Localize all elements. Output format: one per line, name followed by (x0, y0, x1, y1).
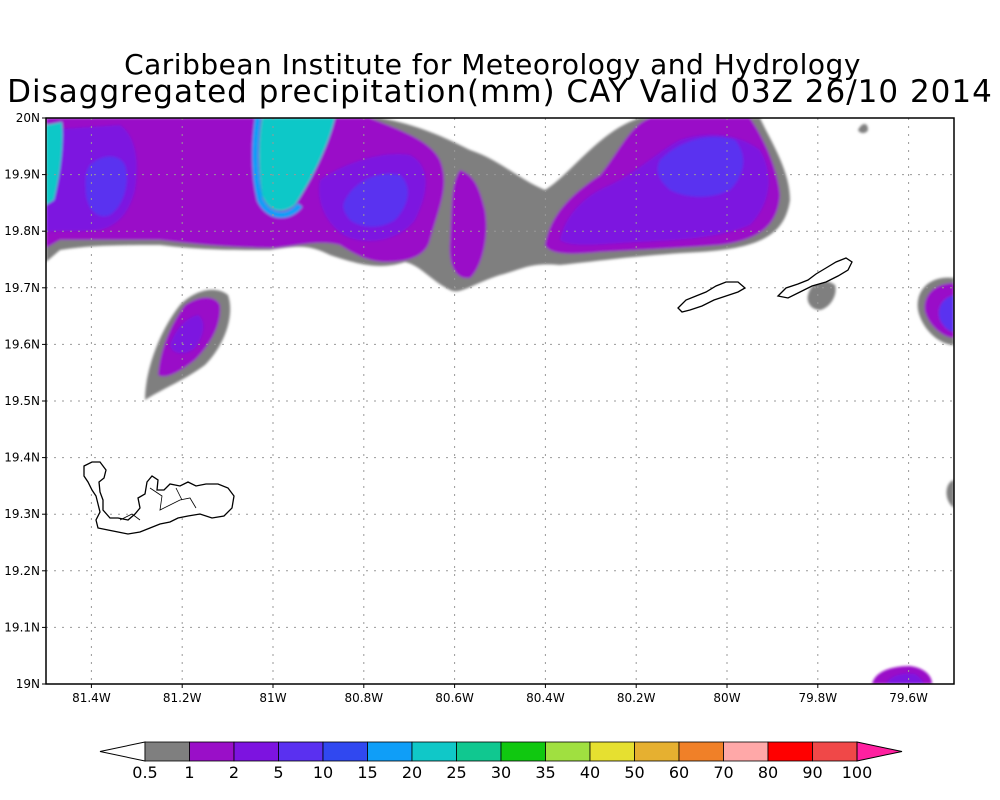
precip-blue-blob (85, 156, 127, 217)
lon-label: 79.8W (799, 691, 838, 705)
colorbar-label: 5 (273, 763, 283, 782)
title-line-2: Disaggregated precipitation(mm) CAY Vali… (7, 74, 993, 110)
lat-label: 20N (16, 111, 40, 125)
precip-gray-blob (858, 124, 868, 133)
precip-blue-blob (657, 136, 744, 197)
grand-cayman-inner-outline (119, 487, 197, 521)
colorbar-label: 25 (446, 763, 466, 782)
lon-label: 80.6W (435, 691, 474, 705)
lat-label: 19.6N (4, 337, 40, 351)
lat-label: 19.9N (4, 168, 40, 182)
precip-cyan-core (46, 122, 63, 205)
title-line-1: Caribbean Institute for Meteorology and … (124, 48, 861, 81)
lat-label: 19.1N (4, 620, 40, 634)
colorbar-swatch (812, 741, 858, 762)
lat-label: 19.3N (4, 507, 40, 521)
lon-label: 81.4W (72, 691, 111, 705)
lat-label: 19N (16, 677, 40, 691)
lon-label: 81W (259, 691, 286, 705)
precip-gray-blob (807, 281, 836, 310)
colorbar-swatch (678, 741, 724, 762)
precip-sky-ring (252, 118, 303, 218)
colorbar-label: 10 (313, 763, 333, 782)
colorbar-label: 100 (842, 763, 873, 782)
lat-label: 19.8N (4, 224, 40, 238)
longitude-labels: 81.4W 81.2W 81W 80.8W 80.6W 80.4W 80.2W 80W 79.8… (72, 684, 928, 705)
colorbar-label: 40 (580, 763, 600, 782)
lon-label: 80.4W (526, 691, 565, 705)
colorbar-swatch (322, 741, 368, 762)
colorbar-label: 50 (624, 763, 644, 782)
colorbar-low-arrow (99, 741, 146, 762)
colorbar-swatch (456, 741, 502, 762)
lon-label: 79.6W (889, 691, 928, 705)
colorbar-label: 80 (758, 763, 778, 782)
colorbar-swatch (767, 741, 813, 762)
colorbar-label: 70 (713, 763, 733, 782)
lat-label: 19.7N (4, 281, 40, 295)
colorbar-swatch (545, 741, 591, 762)
precip-cyan-core (259, 118, 335, 211)
lon-label: 81.2W (163, 691, 202, 705)
little-cayman-island (677, 281, 747, 313)
colorbar-swatch (634, 741, 680, 762)
precip-gray-blob (946, 480, 954, 508)
colorbar-swatch (411, 741, 457, 762)
colorbar-swatch (144, 741, 190, 762)
colorbar-label: 2 (229, 763, 239, 782)
grand-cayman-island (83, 461, 235, 535)
lat-label: 19.4N (4, 451, 40, 465)
colorbar-swatch (233, 741, 279, 762)
colorbar-swatch (189, 741, 235, 762)
colorbar-label: 15 (357, 763, 377, 782)
colorbar-high-arrow (856, 741, 903, 762)
precip-field (46, 118, 954, 684)
precip-violet-blob (886, 673, 924, 684)
precip-blue-blob (938, 295, 954, 332)
colorbar-label: 35 (535, 763, 555, 782)
lon-label: 80.2W (617, 691, 656, 705)
colorbar-swatch (500, 741, 546, 762)
colorbar-label: 20 (402, 763, 422, 782)
colorbar-label: 1 (184, 763, 194, 782)
colorbar: 0.5 1 2 5 10 15 20 25 30 35 40 50 60 70 80 90 100 (99, 741, 903, 782)
colorbar-label: 0.5 (132, 763, 157, 782)
colorbar-swatch (723, 741, 769, 762)
lon-label: 80.8W (345, 691, 384, 705)
lon-label: 80W (713, 691, 740, 705)
precip-blue-blob (343, 173, 408, 227)
island-outlines (83, 257, 853, 535)
colorbar-swatch (367, 741, 413, 762)
precip-purple-blob (449, 170, 487, 279)
cayman-brac-island (776, 257, 853, 299)
lat-label: 19.2N (4, 564, 40, 578)
lat-label: 19.5N (4, 394, 40, 408)
colorbar-label: 90 (802, 763, 822, 782)
latitude-labels: 19N 19.1N 19.2N 19.3N 19.4N 19.5N 19.6N 19.7N 19… (4, 111, 46, 691)
colorbar-label: 60 (669, 763, 689, 782)
colorbar-swatch (589, 741, 635, 762)
colorbar-label: 30 (491, 763, 511, 782)
precip-violet-blob (170, 315, 204, 354)
colorbar-swatch (278, 741, 324, 762)
